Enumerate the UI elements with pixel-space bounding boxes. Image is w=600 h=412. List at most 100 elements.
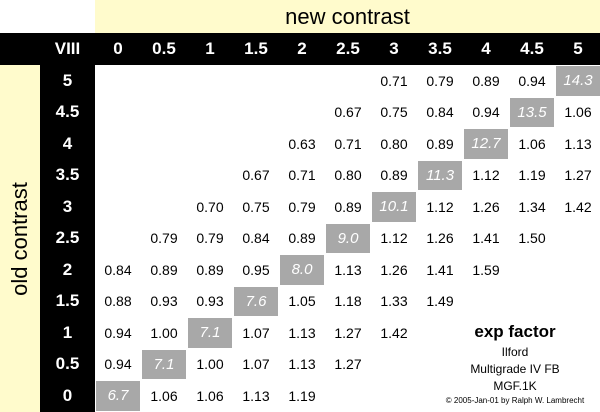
factor-cell: 1.19 <box>518 167 546 184</box>
legend-brand: Ilford <box>501 345 529 359</box>
factor-cell: 0.84 <box>426 104 454 121</box>
row-header: 4.5 <box>55 102 80 122</box>
row-header: 3 <box>62 196 73 216</box>
factor-cell: 1.19 <box>288 387 316 404</box>
factor-cell: 0.80 <box>334 167 362 184</box>
factor-cell: 0.71 <box>380 72 408 89</box>
factor-cell: 1.42 <box>380 324 408 341</box>
factor-cell: 0.89 <box>472 72 500 89</box>
factor-cell: 0.89 <box>334 198 362 215</box>
factor-cell: 1.13 <box>288 324 316 341</box>
legend-paper: Multigrade IV FB <box>470 362 560 376</box>
column-header: 0 <box>113 39 123 58</box>
factor-cell: 0.89 <box>426 135 454 152</box>
factor-cell: 0.79 <box>426 72 454 89</box>
factor-cell: 0.94 <box>104 356 132 373</box>
column-header: 0.5 <box>152 39 176 58</box>
column-header: 4.5 <box>520 39 544 58</box>
exposure-cell: 10.1 <box>371 191 417 223</box>
factor-cell: 1.13 <box>334 261 362 278</box>
factor-cell: 1.12 <box>426 198 454 215</box>
factor-cell: 1.41 <box>426 261 454 278</box>
side-title: old contrast <box>7 181 33 296</box>
factor-cell: 0.75 <box>380 104 408 121</box>
column-header: 3 <box>389 39 399 58</box>
header-title: new contrast <box>95 0 600 33</box>
side-band: old contrast <box>0 65 40 412</box>
factor-cell: 0.70 <box>196 198 224 215</box>
row-header: 3.5 <box>55 165 80 185</box>
factor-cell: 1.42 <box>564 198 592 215</box>
exposure-cell: 6.7 <box>95 380 141 412</box>
column-header: 5 <box>573 39 583 58</box>
factor-cell: 0.94 <box>518 72 546 89</box>
column-header: 3.5 <box>428 39 452 58</box>
factor-cell: 0.84 <box>104 261 132 278</box>
column-header: 2.5 <box>336 39 360 58</box>
factor-cell: 0.95 <box>242 261 270 278</box>
factor-cell: 1.13 <box>242 387 270 404</box>
factor-cell: 1.27 <box>334 356 362 373</box>
factor-cell: 0.71 <box>288 167 316 184</box>
factor-cell: 1.06 <box>564 104 592 121</box>
exposure-cell: 12.7 <box>463 128 509 160</box>
factor-cell: 0.89 <box>380 167 408 184</box>
exposure-cell: 7.1 <box>187 317 233 349</box>
corner-label: VIII <box>54 39 81 58</box>
factor-cell: 0.94 <box>472 104 500 121</box>
factor-cell: 0.93 <box>150 293 178 310</box>
factor-cell: 1.05 <box>288 293 316 310</box>
factor-cell: 0.71 <box>334 135 362 152</box>
factor-cell: 1.41 <box>472 230 500 247</box>
factor-cell: 1.07 <box>242 324 270 341</box>
factor-cell: 0.79 <box>150 230 178 247</box>
factor-cell: 0.84 <box>242 230 270 247</box>
column-header: 4 <box>481 39 491 58</box>
column-header: 1.5 <box>244 39 268 58</box>
factor-cell: 0.89 <box>196 261 224 278</box>
factor-cell: 1.00 <box>150 324 178 341</box>
column-header: 1 <box>205 39 215 58</box>
row-header: 1.5 <box>55 291 80 311</box>
exposure-cell: 7.1 <box>141 348 187 380</box>
factor-cell: 0.89 <box>288 230 316 247</box>
factor-cell: 1.13 <box>288 356 316 373</box>
factor-cell: 1.00 <box>196 356 224 373</box>
factor-cell: 0.88 <box>104 293 132 310</box>
exposure-cell: 8.0 <box>279 254 325 286</box>
factor-cell: 1.06 <box>518 135 546 152</box>
factor-cell: 1.26 <box>426 230 454 247</box>
legend-credit: © 2005-Jan-01 by Ralph W. Lambrecht <box>445 396 585 405</box>
row-header: 0.5 <box>55 354 80 374</box>
factor-cell: 0.63 <box>288 135 316 152</box>
factor-cell: 0.94 <box>104 324 132 341</box>
header-bar <box>0 33 600 65</box>
row-header: 2.5 <box>55 228 80 248</box>
factor-cell: 0.93 <box>196 293 224 310</box>
factor-cell: 1.18 <box>334 293 362 310</box>
row-header: 2 <box>62 259 73 279</box>
factor-cell: 1.13 <box>564 135 592 152</box>
factor-cell: 1.27 <box>334 324 362 341</box>
factor-cell: 1.06 <box>196 387 224 404</box>
factor-cell: 1.26 <box>380 261 408 278</box>
column-header: 2 <box>297 39 307 58</box>
row-header: 4 <box>62 133 73 153</box>
row-header: 1 <box>62 322 73 342</box>
exposure-cell: 7.6 <box>233 285 279 317</box>
factor-cell: 1.12 <box>472 167 500 184</box>
factor-cell: 1.59 <box>472 261 500 278</box>
row-header: 5 <box>62 70 73 90</box>
legend-code: MGF.1K <box>493 379 537 393</box>
factor-cell: 0.79 <box>196 230 224 247</box>
factor-cell: 0.67 <box>334 104 362 121</box>
factor-cell: 1.33 <box>380 293 408 310</box>
factor-cell: 1.49 <box>426 293 454 310</box>
side-bar <box>40 65 95 412</box>
factor-cell: 0.79 <box>288 198 316 215</box>
factor-cell: 1.27 <box>564 167 592 184</box>
factor-cell: 0.80 <box>380 135 408 152</box>
exposure-cell: 11.3 <box>417 159 463 191</box>
factor-cell: 1.34 <box>518 198 546 215</box>
